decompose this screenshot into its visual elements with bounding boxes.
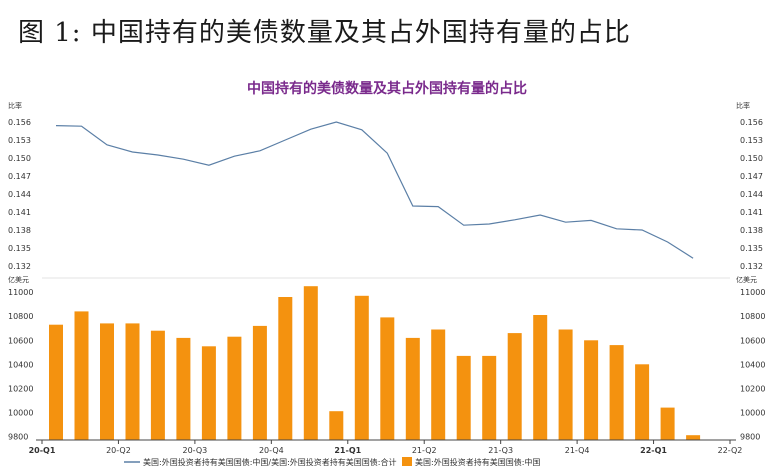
x-tick-label: 21-Q4 xyxy=(565,446,590,455)
holding-bar xyxy=(74,311,89,440)
holding-bar xyxy=(252,325,267,440)
holding-bar xyxy=(278,297,293,440)
top-left-tick: 0.156 xyxy=(8,118,31,127)
bottom-left-tick: 9800 xyxy=(8,432,28,441)
x-tick-label: 21-Q2 xyxy=(412,446,437,455)
top-left-tick: 0.132 xyxy=(8,262,31,271)
holding-bar xyxy=(686,435,701,440)
top-left-tick: 0.138 xyxy=(8,226,31,235)
holding-bar xyxy=(380,317,395,440)
holding-bar xyxy=(635,364,650,440)
x-tick-label: 20-Q2 xyxy=(106,446,131,455)
bottom-left-tick: 10800 xyxy=(8,312,33,321)
bottom-left-unit: 亿美元 xyxy=(8,275,29,284)
legend-bar-swatch xyxy=(402,457,412,466)
holding-bar xyxy=(201,346,216,440)
holding-bar xyxy=(609,345,624,440)
holding-bar xyxy=(49,324,63,440)
bottom-right-tick: 10000 xyxy=(740,408,765,417)
legend-line-label: 美国:外国投资者持有美国国债:中国/美国:外国投资者持有美国国债:合计 xyxy=(143,457,396,467)
top-left-tick: 0.141 xyxy=(8,208,31,217)
bottom-left-tick: 10600 xyxy=(8,336,33,345)
top-left-unit: 比率 xyxy=(8,101,22,110)
holding-bar xyxy=(431,329,446,440)
holding-bar xyxy=(150,330,165,440)
top-right-tick: 0.147 xyxy=(740,172,763,181)
legend-bar-label: 美国:外国投资者持有美国国债:中国 xyxy=(415,457,540,467)
top-left-tick: 0.147 xyxy=(8,172,31,181)
holding-bar xyxy=(100,323,114,440)
top-right-tick: 0.138 xyxy=(740,226,763,235)
bottom-right-tick: 9800 xyxy=(740,432,760,441)
holding-bar xyxy=(482,355,497,440)
figure-title: 图 1: 中国持有的美债数量及其占外国持有量的占比 xyxy=(18,18,631,48)
x-tick-label: 21-Q1 xyxy=(334,446,361,455)
holding-bar xyxy=(456,355,471,440)
top-left-tick: 0.144 xyxy=(8,190,31,199)
bottom-right-tick: 10400 xyxy=(740,360,765,369)
holding-bar xyxy=(405,337,420,440)
chart-title: 中国持有的美债数量及其占外国持有量的占比 xyxy=(247,81,527,97)
top-right-tick: 0.150 xyxy=(740,154,763,163)
bottom-left-tick: 10200 xyxy=(8,384,33,393)
top-right-tick: 0.156 xyxy=(740,118,763,127)
x-tick-label: 21-Q3 xyxy=(488,446,513,455)
holding-bar xyxy=(329,411,344,440)
top-left-tick: 0.153 xyxy=(8,136,31,145)
bottom-left-tick: 10000 xyxy=(8,408,33,417)
holding-bar xyxy=(507,333,522,440)
holding-bar xyxy=(354,295,369,440)
x-tick-label: 20-Q1 xyxy=(29,446,56,455)
bottom-right-tick: 10200 xyxy=(740,384,765,393)
top-right-unit: 比率 xyxy=(736,101,750,110)
top-right-tick: 0.141 xyxy=(740,208,763,217)
holding-bar xyxy=(125,323,140,440)
holding-bar xyxy=(660,407,675,440)
holding-bar xyxy=(558,329,573,440)
top-right-tick: 0.153 xyxy=(740,136,763,145)
x-tick-label: 22-Q1 xyxy=(640,446,667,455)
bottom-right-tick: 10600 xyxy=(740,336,765,345)
bottom-left-tick: 10400 xyxy=(8,360,33,369)
ratio-line xyxy=(55,121,694,259)
bottom-right-tick: 10800 xyxy=(740,312,765,321)
holding-bar xyxy=(584,340,599,440)
bottom-right-tick: 11000 xyxy=(740,288,765,297)
x-tick-label: 20-Q4 xyxy=(259,446,284,455)
top-left-tick: 0.135 xyxy=(8,244,31,253)
top-right-tick: 0.135 xyxy=(740,244,763,253)
bottom-right-unit: 亿美元 xyxy=(736,275,757,284)
holding-bar xyxy=(227,336,242,440)
x-tick-label: 20-Q3 xyxy=(183,446,208,455)
top-right-tick: 0.144 xyxy=(740,190,763,199)
x-tick-label: 22-Q2 xyxy=(718,446,743,455)
bottom-left-tick: 11000 xyxy=(8,288,33,297)
holding-bar xyxy=(176,337,191,440)
top-left-tick: 0.150 xyxy=(8,154,31,163)
holding-bar xyxy=(303,286,318,440)
holding-bar xyxy=(533,315,548,440)
top-right-tick: 0.132 xyxy=(740,262,763,271)
